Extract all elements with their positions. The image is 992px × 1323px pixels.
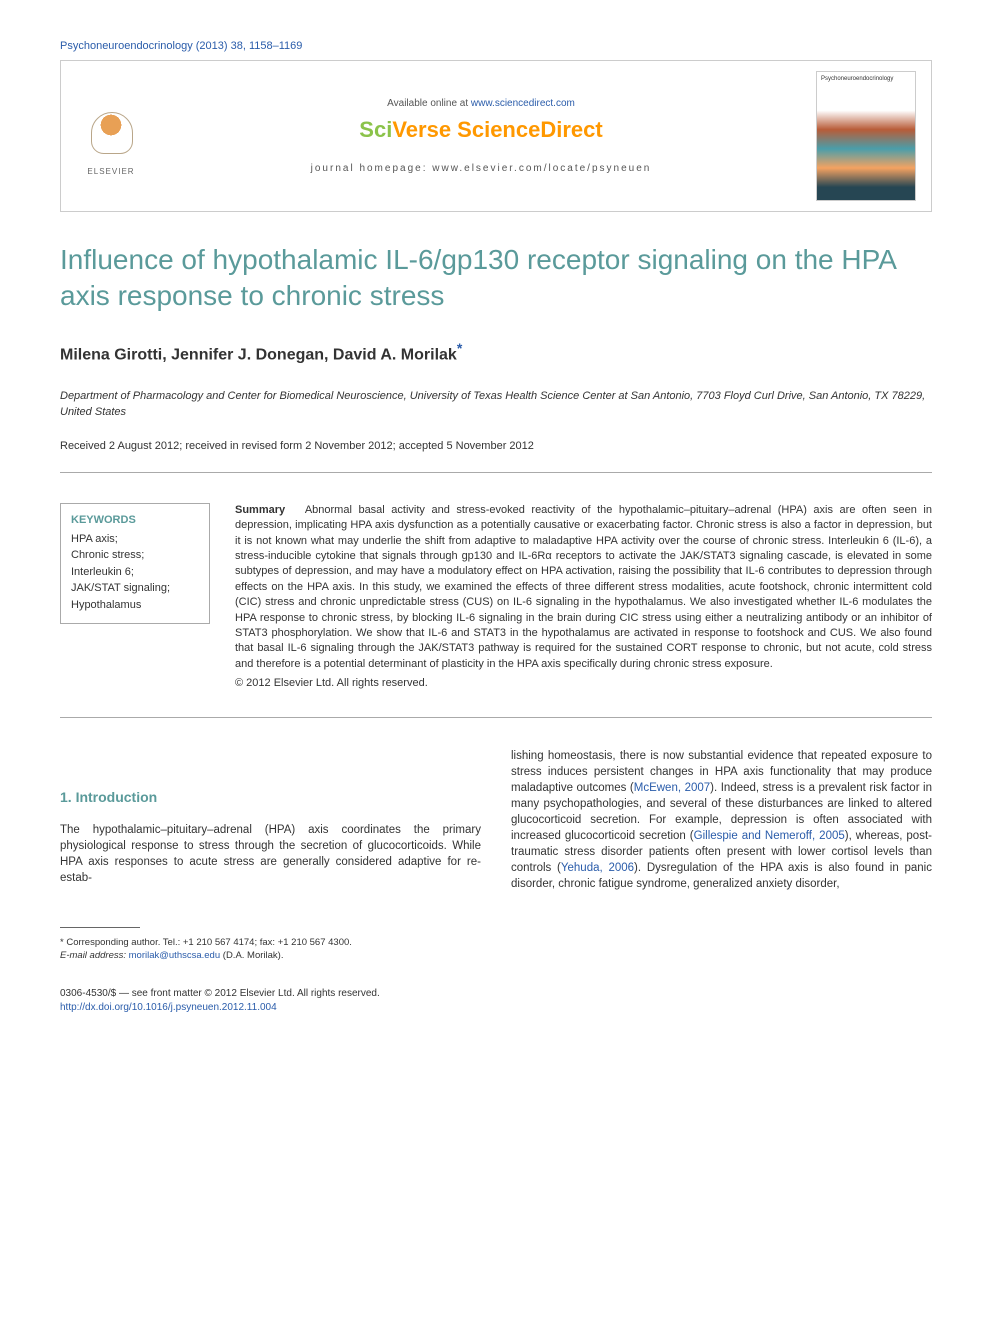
- available-label: Available online at: [387, 98, 471, 109]
- header-center: Available online at www.sciencedirect.co…: [146, 98, 816, 174]
- elsevier-tree-icon: [81, 107, 141, 167]
- corr-author-line: * Corresponding author. Tel.: +1 210 567…: [60, 936, 481, 949]
- page-footer: 0306-4530/$ — see front matter © 2012 El…: [60, 987, 932, 1015]
- elsevier-logo[interactable]: ELSEVIER: [76, 96, 146, 176]
- citation-line: Psychoneuroendocrinology (2013) 38, 1158…: [60, 40, 932, 52]
- keywords-heading: KEYWORDS: [71, 514, 199, 526]
- column-right: lishing homeostasis, there is now substa…: [511, 748, 932, 963]
- corresponding-footnote: * Corresponding author. Tel.: +1 210 567…: [60, 936, 481, 963]
- email-label: E-mail address:: [60, 950, 129, 961]
- summary-body: Abnormal basal activity and stress-evoke…: [235, 504, 932, 670]
- keywords-box: KEYWORDS HPA axis; Chronic stress; Inter…: [60, 503, 210, 625]
- cite-mcewen[interactable]: McEwen, 2007: [634, 782, 710, 794]
- column-left: 1. Introduction The hypothalamic–pituita…: [60, 748, 481, 963]
- summary-text: Summary Abnormal basal activity and stre…: [235, 503, 932, 692]
- doi-link[interactable]: http://dx.doi.org/10.1016/j.psyneuen.201…: [60, 1001, 932, 1015]
- intro-heading: 1. Introduction: [60, 788, 481, 808]
- cite-gillespie[interactable]: Gillespie and Nemeroff, 2005: [694, 830, 845, 842]
- brand-sciencedirect: ScienceDirect: [457, 117, 603, 142]
- intro-para-1: The hypothalamic–pituitary–adrenal (HPA)…: [60, 822, 481, 886]
- cite-yehuda[interactable]: Yehuda, 2006: [561, 862, 634, 874]
- brand-verse: Verse: [392, 117, 457, 142]
- sciencedirect-url[interactable]: www.sciencedirect.com: [471, 98, 575, 109]
- keywords-list: HPA axis; Chronic stress; Interleukin 6;…: [71, 531, 199, 614]
- front-matter-line: 0306-4530/$ — see front matter © 2012 El…: [60, 987, 932, 1001]
- corr-email[interactable]: morilak@uthscsa.edu: [129, 950, 221, 961]
- email-suffix: (D.A. Morilak).: [220, 950, 283, 961]
- abstract-section: KEYWORDS HPA axis; Chronic stress; Inter…: [60, 503, 932, 718]
- journal-homepage[interactable]: journal homepage: www.elsevier.com/locat…: [146, 163, 816, 174]
- summary-copyright: © 2012 Elsevier Ltd. All rights reserved…: [235, 676, 932, 691]
- sciverse-brand[interactable]: SciVerse ScienceDirect: [146, 117, 816, 143]
- footnote-separator: [60, 927, 140, 928]
- journal-cover-thumbnail[interactable]: Psychoneuroendocrinology: [816, 71, 916, 201]
- summary-label: Summary: [235, 504, 285, 516]
- article-dates: Received 2 August 2012; received in revi…: [60, 440, 932, 473]
- corresponding-marker[interactable]: *: [457, 340, 462, 356]
- body-columns: 1. Introduction The hypothalamic–pituita…: [60, 748, 932, 963]
- authors-line: Milena Girotti, Jennifer J. Donegan, Dav…: [60, 340, 932, 364]
- elsevier-text: ELSEVIER: [87, 167, 134, 176]
- article-page: Psychoneuroendocrinology (2013) 38, 1158…: [0, 0, 992, 1055]
- email-line: E-mail address: morilak@uthscsa.edu (D.A…: [60, 949, 481, 962]
- article-title: Influence of hypothalamic IL-6/gp130 rec…: [60, 242, 932, 315]
- journal-header: ELSEVIER Available online at www.science…: [60, 60, 932, 212]
- affiliation: Department of Pharmacology and Center fo…: [60, 389, 932, 420]
- brand-sci: Sci: [359, 117, 392, 142]
- intro-para-2: lishing homeostasis, there is now substa…: [511, 748, 932, 893]
- journal-cover-title: Psychoneuroendocrinology: [821, 76, 893, 82]
- authors-names: Milena Girotti, Jennifer J. Donegan, Dav…: [60, 346, 457, 363]
- available-online: Available online at www.sciencedirect.co…: [146, 98, 816, 109]
